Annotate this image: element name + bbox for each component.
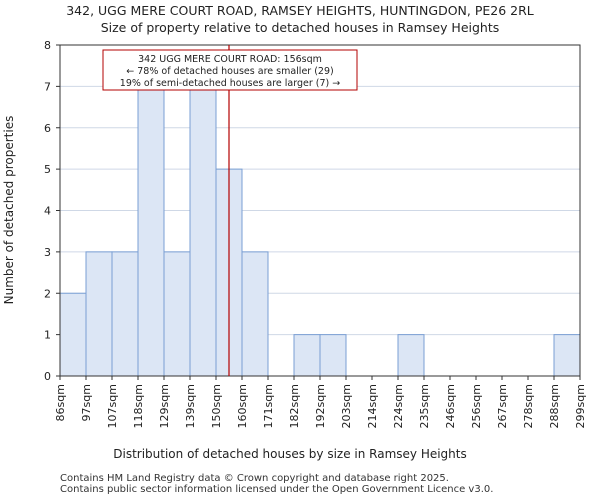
- x-tick-label: 150sqm: [210, 384, 223, 428]
- x-tick-label: 182sqm: [288, 384, 301, 428]
- x-tick-label: 278sqm: [522, 384, 535, 428]
- x-tick-label: 267sqm: [496, 384, 509, 428]
- histogram-bar: [293, 334, 321, 377]
- histogram-bar: [553, 334, 581, 377]
- x-tick-label: 235sqm: [418, 384, 431, 428]
- y-tick-label: 3: [44, 246, 51, 259]
- histogram-bar: [397, 334, 425, 377]
- footer-licence: Contains public sector information licen…: [60, 484, 494, 495]
- x-tick-label: 192sqm: [314, 384, 327, 428]
- y-tick-label: 1: [44, 329, 51, 342]
- y-tick-label: 0: [44, 370, 51, 383]
- x-axis: 86sqm 97sqm 107sqm 118sqm 129sqm 139sqm 150sqm…: [54, 376, 587, 428]
- y-tick-label: 8: [44, 39, 51, 52]
- x-tick-label: 171sqm: [262, 384, 275, 428]
- y-axis: 0 1 2 3 4 5 6 7 8: [44, 39, 60, 383]
- x-tick-label: 288sqm: [548, 384, 561, 428]
- histogram-bar: [319, 334, 347, 377]
- y-tick-label: 2: [44, 287, 51, 300]
- histogram-bar: [111, 251, 139, 377]
- histogram-bar: [241, 251, 269, 377]
- histogram-bar: [163, 251, 191, 377]
- x-tick-label: 160sqm: [236, 384, 249, 428]
- y-tick-label: 7: [44, 80, 51, 93]
- y-tick-label: 6: [44, 122, 51, 135]
- x-axis-label: Distribution of detached houses by size …: [113, 447, 467, 461]
- x-tick-label: 256sqm: [470, 384, 483, 428]
- annotation-box: 342 UGG MERE COURT ROAD: 156sqm ← 78% of…: [102, 49, 358, 91]
- bar-layer: [59, 85, 581, 377]
- chart-subtitle: Size of property relative to detached ho…: [100, 20, 500, 35]
- x-tick-label: 86sqm: [54, 384, 67, 421]
- annotation-line-2: ← 78% of detached houses are smaller (29…: [126, 66, 333, 77]
- x-tick-label: 97sqm: [80, 384, 93, 421]
- x-tick-label: 203sqm: [340, 384, 353, 428]
- x-tick-label: 129sqm: [158, 384, 171, 428]
- y-tick-label: 4: [44, 205, 51, 218]
- x-tick-label: 246sqm: [444, 384, 457, 428]
- histogram-bar: [189, 85, 217, 377]
- x-tick-label: 224sqm: [392, 384, 405, 428]
- y-axis-label: Number of detached properties: [2, 116, 16, 305]
- annotation-line-1: 342 UGG MERE COURT ROAD: 156sqm: [138, 54, 322, 65]
- histogram-bar: [59, 292, 87, 377]
- x-tick-label: 139sqm: [184, 384, 197, 428]
- y-tick-label: 5: [44, 163, 51, 176]
- footer-copyright: Contains HM Land Registry data © Crown c…: [60, 473, 449, 484]
- histogram-bar: [137, 85, 165, 377]
- x-tick-label: 299sqm: [574, 384, 587, 428]
- chart-title: 342, UGG MERE COURT ROAD, RAMSEY HEIGHTS…: [66, 3, 534, 18]
- x-tick-label: 107sqm: [106, 384, 119, 428]
- x-tick-label: 214sqm: [366, 384, 379, 428]
- x-tick-label: 118sqm: [132, 384, 145, 428]
- annotation-line-3: 19% of semi-detached houses are larger (…: [120, 78, 340, 89]
- histogram-bar: [85, 251, 113, 377]
